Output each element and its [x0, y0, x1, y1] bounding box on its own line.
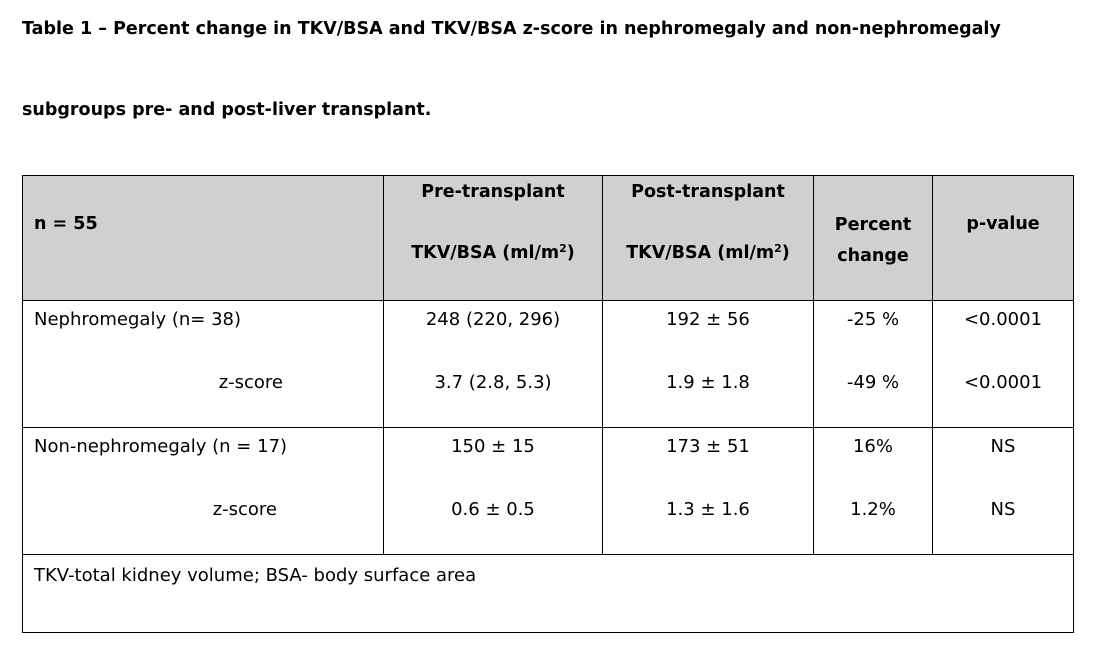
p-z-value: <0.0001	[963, 372, 1043, 393]
post-transplant-cell: 173 ± 51 1.3 ± 1.6	[602, 427, 814, 555]
p-value: <0.0001	[963, 309, 1043, 330]
table-footnote: TKV-total kidney volume; BSA- body surfa…	[34, 565, 477, 586]
header-p-value: p-value	[932, 175, 1074, 301]
pre-value: 248 (220, 296)	[425, 309, 561, 330]
table-row-nephromegaly: Nephromegaly (n= 38) z-score 248 (220, 2…	[22, 300, 1074, 428]
percent-value: -25 %	[846, 309, 900, 330]
pre-value: 150 ± 15	[451, 436, 535, 457]
footnote-cell: TKV-total kidney volume; BSA- body surfa…	[22, 554, 1074, 633]
post-value: 192 ± 56	[666, 309, 750, 330]
header-percent-line2: change	[837, 246, 909, 266]
percent-change-cell: 16% 1.2%	[813, 427, 933, 555]
z-score-label: z-score	[212, 499, 277, 520]
group-label: Non-nephromegaly (n = 17)	[34, 436, 288, 457]
percent-change-cell: -25 % -49 %	[813, 300, 933, 428]
header-pre-transplant: Pre-transplant TKV/BSA (ml/m2)	[383, 175, 603, 301]
pre-transplant-cell: 248 (220, 296) 3.7 (2.8, 5.3)	[383, 300, 603, 428]
p-value: NS	[990, 436, 1016, 457]
header-n-text: n = 55	[34, 214, 98, 234]
post-z-value: 1.3 ± 1.6	[666, 499, 750, 520]
header-p-value-text: p-value	[966, 214, 1040, 234]
percent-value: 16%	[852, 436, 893, 457]
post-transplant-cell: 192 ± 56 1.9 ± 1.8	[602, 300, 814, 428]
row-label-cell: Nephromegaly (n= 38) z-score	[22, 300, 384, 428]
p-value-cell: <0.0001 <0.0001	[932, 300, 1074, 428]
pre-z-value: 3.7 (2.8, 5.3)	[434, 372, 552, 393]
pre-z-value: 0.6 ± 0.5	[451, 499, 535, 520]
p-z-value: NS	[990, 499, 1016, 520]
pre-transplant-cell: 150 ± 15 0.6 ± 0.5	[383, 427, 603, 555]
header-percent-change: Percent change	[813, 175, 933, 301]
row-label-cell: Non-nephromegaly (n = 17) z-score	[22, 427, 384, 555]
table-footnote-row: TKV-total kidney volume; BSA- body surfa…	[22, 554, 1074, 633]
z-score-label: z-score	[218, 372, 283, 393]
post-value: 173 ± 51	[666, 436, 750, 457]
header-post-line1: Post-transplant	[631, 182, 785, 202]
table-header-row: n = 55 Pre-transplant TKV/BSA (ml/m2) Po…	[22, 175, 1074, 301]
header-post-line2: TKV/BSA (ml/m2)	[626, 242, 790, 263]
header-pre-line2: TKV/BSA (ml/m2)	[411, 242, 575, 263]
header-percent-line1: Percent	[834, 215, 912, 235]
header-n: n = 55	[22, 175, 384, 301]
group-label: Nephromegaly (n= 38)	[34, 309, 241, 330]
percent-z-value: -49 %	[846, 372, 900, 393]
header-pre-line1: Pre-transplant	[421, 182, 565, 202]
table-caption-line-2: subgroups pre- and post-liver transplant…	[22, 100, 432, 120]
percent-z-value: 1.2%	[850, 499, 896, 520]
table-caption-line-1: Table 1 – Percent change in TKV/BSA and …	[22, 19, 1001, 39]
header-post-transplant: Post-transplant TKV/BSA (ml/m2)	[602, 175, 814, 301]
results-table: n = 55 Pre-transplant TKV/BSA (ml/m2) Po…	[22, 175, 1074, 633]
post-z-value: 1.9 ± 1.8	[666, 372, 750, 393]
table-row-non-nephromegaly: Non-nephromegaly (n = 17) z-score 150 ± …	[22, 427, 1074, 555]
p-value-cell: NS NS	[932, 427, 1074, 555]
